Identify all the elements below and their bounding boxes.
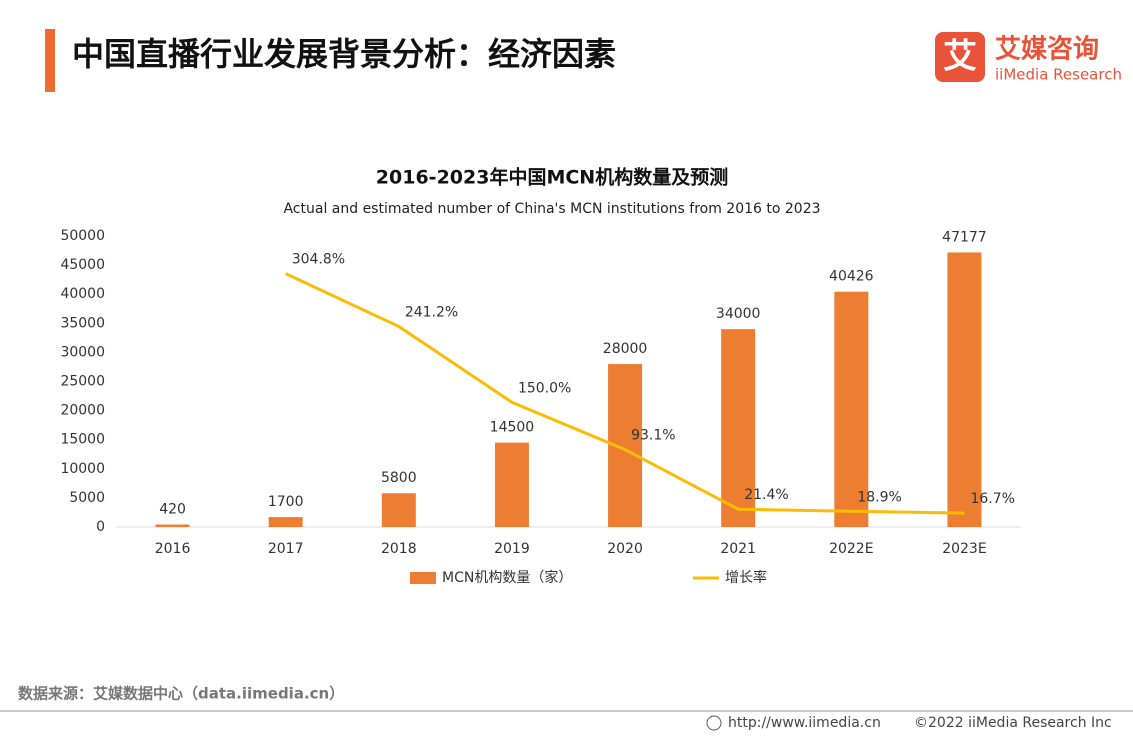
logo-icon xyxy=(935,32,985,82)
page-title: 中国直播行业发展背景分析：经济因素 xyxy=(72,35,616,73)
x-tick-label: 2023E xyxy=(942,541,986,557)
bar xyxy=(268,517,303,527)
bar-value-label: 28000 xyxy=(603,341,648,357)
legend-label: 增长率 xyxy=(725,569,767,586)
legend-swatch xyxy=(410,572,436,584)
bar-value-label: 5800 xyxy=(381,470,417,486)
bar-value-label: 1700 xyxy=(268,494,304,510)
x-tick-label: 2016 xyxy=(155,541,191,557)
x-tick-label: 2017 xyxy=(268,541,304,557)
bar-value-label: 14500 xyxy=(490,420,535,436)
line-value-label: 18.9% xyxy=(857,489,901,505)
logo-icon-text: 艾 xyxy=(943,37,977,77)
bar-value-label: 420 xyxy=(159,502,186,518)
x-tick-label: 2018 xyxy=(381,541,417,557)
y-tick-label: 35000 xyxy=(60,315,105,331)
y-tick-label: 50000 xyxy=(60,228,105,244)
y-tick-label: 30000 xyxy=(60,344,105,360)
line-value-label: 150.0% xyxy=(518,380,571,396)
chart-subtitle: Actual and estimated number of China's M… xyxy=(283,201,820,217)
bar xyxy=(834,291,869,527)
y-tick-label: 20000 xyxy=(60,403,105,419)
bar-value-label: 40426 xyxy=(829,269,874,285)
footer-url: http://www.iimedia.cn xyxy=(728,715,881,731)
source: 数据来源：艾媒数据中心（data.iimedia.cn） xyxy=(18,685,344,703)
line-value-label: 21.4% xyxy=(744,487,788,503)
line-value-label: 304.8% xyxy=(292,252,345,268)
copyright: ©2022 iiMedia Research Inc xyxy=(914,715,1112,731)
bar-value-label: 47177 xyxy=(942,229,987,245)
y-tick-label: 45000 xyxy=(60,257,105,273)
x-tick-label: 2020 xyxy=(607,541,643,557)
line-value-label: 93.1% xyxy=(631,428,675,444)
globe-icon xyxy=(706,715,722,731)
y-tick-label: 15000 xyxy=(60,432,105,448)
line xyxy=(285,272,965,515)
y-tick-label: 10000 xyxy=(60,461,105,477)
line-value-label: 16.7% xyxy=(970,491,1014,507)
title-accent xyxy=(45,29,55,92)
y-tick-label: 40000 xyxy=(60,286,105,302)
x-tick-label: 2022E xyxy=(829,541,873,557)
bar xyxy=(381,493,416,527)
bar xyxy=(155,524,190,527)
x-tick-label: 2021 xyxy=(720,541,756,557)
bar xyxy=(947,252,982,527)
line-value-label: 241.2% xyxy=(405,304,458,320)
y-tick-label: 25000 xyxy=(60,374,105,390)
bar-value-label: 34000 xyxy=(716,306,761,322)
bar xyxy=(494,442,529,527)
legend-label: MCN机构数量（家） xyxy=(442,569,572,586)
logo-cn: 艾媒咨询 xyxy=(995,34,1099,65)
bar xyxy=(721,329,756,527)
y-tick-label: 0 xyxy=(96,519,105,535)
chart-title: 2016-2023年中国MCN机构数量及预测 xyxy=(376,166,728,189)
logo-en: iiMedia Research xyxy=(995,66,1122,84)
x-tick-label: 2019 xyxy=(494,541,530,557)
y-tick-label: 5000 xyxy=(69,490,105,506)
